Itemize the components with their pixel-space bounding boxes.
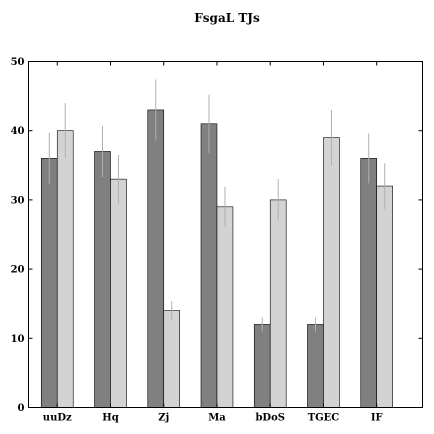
plot-frame: [28, 61, 423, 408]
bar-Hq-series-2: [110, 178, 127, 408]
x-tick-label: Hq: [102, 413, 118, 424]
bar-uuDz-series-1: [40, 158, 58, 408]
plot-area: uuDz Hq Zj Ma bDoS TGEC IF 0 10 20 30 40 50: [11, 57, 423, 424]
x-tick-label: Ma: [208, 413, 226, 424]
y-tick-label: 50: [11, 57, 25, 68]
y-tick-label: 40: [11, 126, 25, 137]
bar-bDoS-series-1: [253, 324, 271, 408]
y-tick-label: 10: [11, 334, 25, 345]
bar-uuDz-series-2: [56, 130, 74, 408]
y-tick-label: 20: [11, 265, 25, 276]
bar-Ma-series-2: [216, 206, 234, 408]
bar-Hq-series-1: [94, 151, 111, 408]
bar-Zj-series-2: [163, 310, 181, 408]
x-tick-label: bDoS: [255, 413, 285, 424]
bar-TGEC-series-1: [307, 324, 324, 408]
y-tick-label: 0: [18, 403, 25, 414]
bar-bDoS-series-2: [269, 199, 287, 408]
x-tick-label: TGEC: [308, 413, 340, 424]
x-tick-label: Zj: [158, 413, 169, 424]
x-tick-label: IF: [371, 413, 383, 424]
chart-title: FsgaL TJs: [194, 11, 260, 25]
bar-IF-series-2: [376, 185, 393, 408]
bar-Ma-series-1: [200, 123, 218, 408]
bar-IF-series-1: [360, 158, 378, 408]
y-tick-label: 30: [11, 195, 25, 206]
bar-TGEC-series-2: [323, 137, 340, 408]
x-tick-label: uuDz: [43, 413, 72, 424]
bar-Zj-series-1: [147, 109, 165, 408]
